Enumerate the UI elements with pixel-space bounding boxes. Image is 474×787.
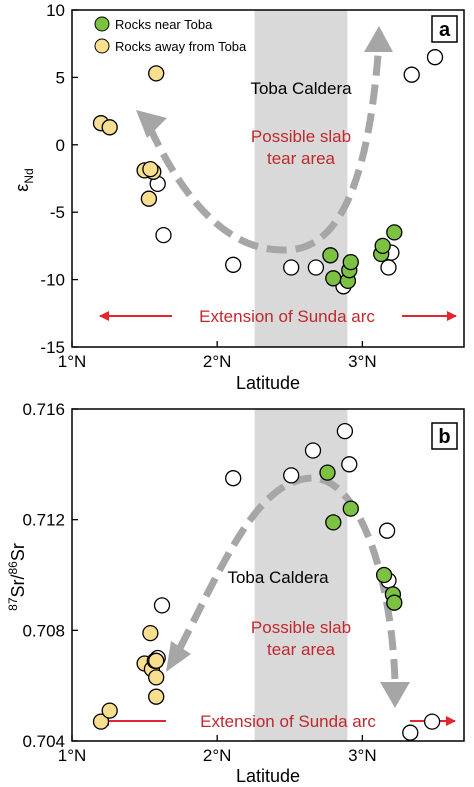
sunda-arc-label-a: Extension of Sunda arc bbox=[199, 307, 375, 326]
marker-away-from-toba-b-1 bbox=[101, 702, 118, 719]
legend-label-away: Rocks away from Toba bbox=[115, 39, 247, 54]
plot-frame-b bbox=[71, 408, 465, 742]
legend-marker-away bbox=[94, 38, 110, 54]
marker-away-from-toba-b-8 bbox=[148, 652, 165, 669]
marker-near-toba-b-1 bbox=[325, 514, 342, 531]
y-axis-label-a-base: ε bbox=[12, 184, 32, 192]
y-tick-label-b-2: 0.712 bbox=[22, 511, 65, 530]
marker-open-a-9 bbox=[426, 49, 444, 66]
marker-near-toba-b-2 bbox=[342, 500, 359, 517]
marker-open-b-2 bbox=[225, 470, 242, 487]
x-tick-label-a-1: 2°N bbox=[203, 352, 232, 371]
y-axis-label-b-end: Sr bbox=[8, 543, 28, 561]
marker-open-b-9 bbox=[402, 724, 419, 741]
markers-b bbox=[92, 422, 441, 741]
marker-open-a-3 bbox=[283, 259, 300, 276]
panel-b: Toba Caldera Possible slab tear area Ext… bbox=[6, 400, 465, 786]
shaded-band-a bbox=[254, 10, 348, 347]
marker-away-from-toba-b-7 bbox=[148, 688, 165, 705]
panel-a: Toba Caldera Possible slab tear area Ext… bbox=[12, 1, 465, 393]
trend-arrow-a bbox=[146, 54, 382, 254]
x-axis-label-b: Latitude bbox=[236, 766, 300, 786]
legend-label-near: Rocks near Toba bbox=[115, 17, 213, 32]
y-axis-label-a: εNd bbox=[12, 168, 36, 191]
slab-tear-label-a-1: Possible slab bbox=[251, 127, 351, 146]
y-tick-label-b-0: 0.704 bbox=[22, 732, 65, 751]
y-tick-label-a-1: -10 bbox=[40, 271, 65, 290]
trend-arrowhead-a-right bbox=[364, 26, 393, 52]
marker-away-from-toba-a-1 bbox=[101, 119, 118, 136]
y-axis-label-b: 87Sr/86Sr bbox=[6, 543, 28, 611]
x-tick-label-a-0: 1°N bbox=[58, 352, 87, 371]
axes-a: 1°N 2°N 3°N -15 -10 -5 0 5 10 bbox=[40, 1, 376, 371]
y-tick-label-a-2: -5 bbox=[50, 203, 65, 222]
marker-near-toba-a-7 bbox=[386, 224, 403, 241]
legend-marker-near bbox=[94, 16, 110, 32]
marker-open-b-4 bbox=[304, 442, 322, 459]
y-axis-label-b-mid: Sr/ bbox=[8, 574, 28, 597]
marker-away-from-toba-a-5 bbox=[142, 160, 159, 178]
y-tick-label-b-3: 0.716 bbox=[22, 400, 65, 419]
marker-near-toba-a-6 bbox=[374, 237, 391, 255]
caldera-label-b: Toba Caldera bbox=[227, 568, 329, 587]
legend: Rocks near Toba Rocks away from Toba bbox=[94, 16, 247, 54]
slab-tear-label-b-1: Possible slab bbox=[251, 618, 351, 637]
sunda-arc-label-b: Extension of Sunda arc bbox=[200, 712, 376, 731]
slab-tear-label-a-2: tear area bbox=[267, 149, 336, 168]
plot-frame-a bbox=[71, 9, 465, 348]
y-axis-label-b-sup2: 86 bbox=[6, 561, 20, 575]
x-tick-label-b-1: 2°N bbox=[203, 746, 232, 765]
y-tick-label-a-3: 0 bbox=[56, 136, 65, 155]
marker-near-toba-b-5 bbox=[386, 594, 403, 611]
marker-near-toba-a-0 bbox=[322, 247, 339, 264]
marker-away-from-toba-a-6 bbox=[148, 65, 165, 82]
trend-arrowhead-b-left bbox=[166, 641, 191, 672]
marker-away-from-toba-b-0 bbox=[92, 713, 110, 730]
marker-open-b-3 bbox=[283, 467, 300, 484]
trend-arrowhead-b-right bbox=[380, 682, 410, 708]
caldera-label-a: Toba Caldera bbox=[250, 79, 352, 98]
marker-open-b-5 bbox=[336, 422, 354, 440]
marker-open-a-2 bbox=[225, 256, 242, 273]
y-axis-label-a-sub: Nd bbox=[22, 168, 36, 183]
marker-away-from-toba-b-3 bbox=[142, 624, 159, 642]
x-tick-label-a-2: 3°N bbox=[348, 352, 377, 371]
y-tick-label-a-4: 5 bbox=[56, 68, 65, 87]
panel-letter-b: b bbox=[438, 426, 450, 448]
marker-near-toba-b-0 bbox=[319, 464, 336, 481]
x-tick-label-b-0: 1°N bbox=[58, 746, 87, 765]
marker-near-toba-a-4 bbox=[342, 253, 359, 271]
axes-b: 1°N 2°N 3°N 0.704 0.708 0.712 0.716 bbox=[22, 400, 376, 765]
panel-letter-box-a bbox=[431, 15, 458, 43]
marker-away-from-toba-a-3 bbox=[140, 190, 158, 207]
panel-letter-box-b bbox=[431, 422, 458, 450]
marker-near-toba-a-1 bbox=[325, 270, 342, 287]
marker-away-from-toba-b-6 bbox=[148, 669, 165, 686]
marker-open-b-1 bbox=[153, 597, 171, 614]
y-tick-label-a-5: 10 bbox=[46, 1, 65, 20]
shaded-band-b bbox=[254, 409, 348, 741]
marker-open-b-10 bbox=[423, 713, 441, 730]
x-axis-label-a: Latitude bbox=[236, 373, 300, 393]
marker-open-a-1 bbox=[155, 226, 172, 244]
trend-arrow-b bbox=[176, 474, 399, 683]
y-tick-label-a-0: -15 bbox=[40, 338, 65, 357]
y-axis-label-b-sup1: 87 bbox=[6, 597, 20, 611]
markers-a bbox=[92, 49, 444, 295]
marker-open-b-7 bbox=[378, 522, 396, 539]
marker-near-toba-b-3 bbox=[375, 566, 393, 584]
y-tick-label-b-1: 0.708 bbox=[22, 621, 65, 640]
x-tick-label-b-2: 3°N bbox=[348, 746, 377, 765]
marker-open-b-6 bbox=[341, 456, 358, 473]
marker-open-a-6 bbox=[380, 259, 397, 276]
slab-tear-label-b-2: tear area bbox=[267, 640, 336, 659]
panel-letter-a: a bbox=[439, 19, 451, 41]
trend-arrowhead-a-left bbox=[136, 110, 167, 138]
marker-open-a-4 bbox=[307, 259, 325, 276]
marker-open-a-8 bbox=[403, 66, 420, 83]
